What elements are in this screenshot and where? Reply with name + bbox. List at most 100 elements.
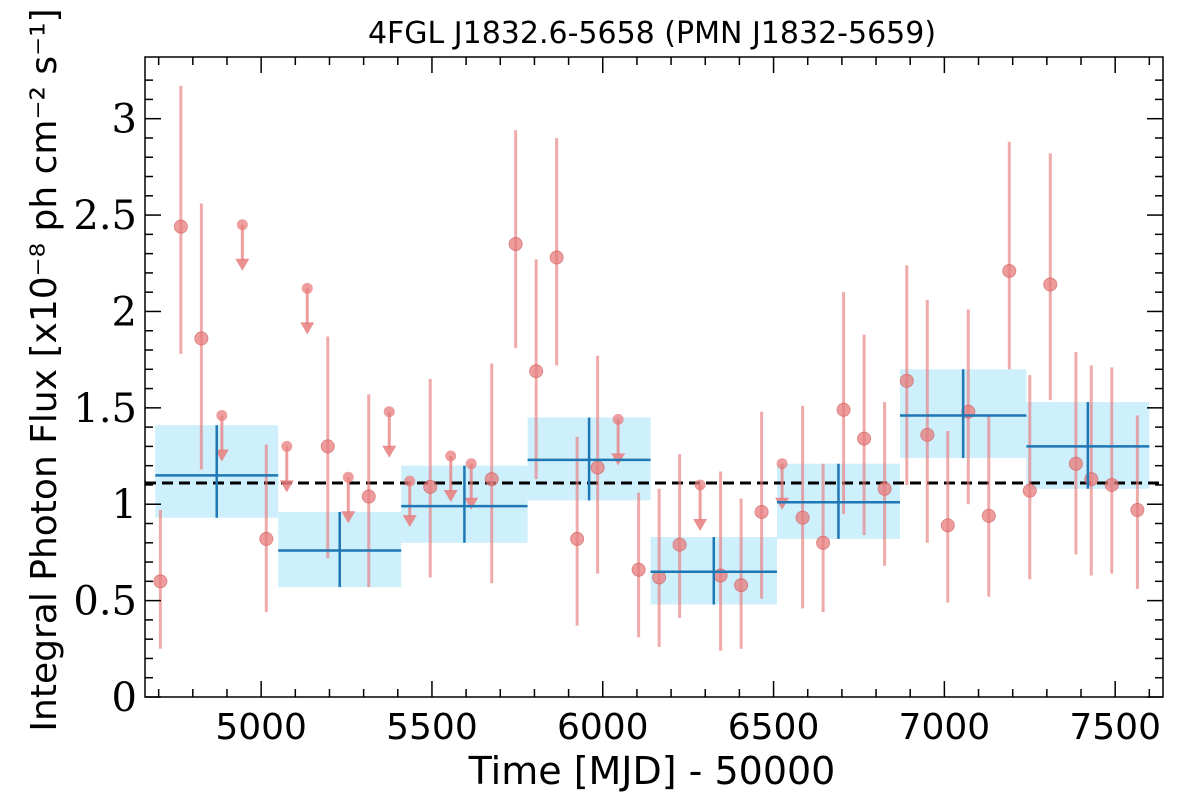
upper-limit-arrow — [693, 518, 708, 531]
detection-point-7 — [484, 363, 499, 584]
upper-limit-8 — [464, 458, 479, 510]
x-tick-label: 6500 — [728, 707, 820, 748]
detection-marker — [320, 439, 335, 454]
upper-limit-arrow — [443, 490, 458, 503]
detection-marker — [1043, 277, 1058, 292]
detection-marker — [484, 472, 499, 487]
detection-point-4 — [320, 336, 335, 559]
upper-limits-layer — [214, 219, 790, 531]
y-tick-label: 1 — [112, 482, 137, 528]
upper-limit-arrow — [775, 497, 790, 510]
detection-point-15 — [672, 454, 687, 618]
x-tick-label: 5500 — [386, 707, 478, 748]
detection-point-13 — [631, 492, 646, 638]
upper-limit-1 — [235, 219, 250, 271]
binned-cross-3 — [527, 417, 651, 501]
detection-point-18 — [754, 411, 769, 599]
upper-limit-arrow — [402, 515, 417, 528]
detection-point-26 — [940, 430, 955, 603]
detection-point-20 — [816, 463, 831, 613]
detection-marker — [529, 364, 544, 379]
detection-marker — [816, 535, 831, 550]
detection-marker — [981, 508, 996, 523]
detection-marker — [631, 562, 646, 577]
detection-point-3 — [259, 444, 274, 613]
detection-point-23 — [877, 402, 892, 566]
detection-marker — [754, 504, 769, 519]
detections-layer — [153, 85, 1145, 651]
detection-marker — [508, 236, 523, 251]
detection-marker — [549, 250, 564, 265]
x-tick-label: 7000 — [899, 707, 991, 748]
detection-marker — [920, 427, 935, 442]
detection-point-2 — [194, 203, 209, 470]
upper-limit-arrow — [464, 497, 479, 510]
detection-point-21 — [836, 292, 851, 514]
y-tick-label: 1.5 — [73, 386, 137, 432]
detection-point-17 — [734, 498, 749, 649]
detection-marker — [1104, 477, 1119, 492]
x-tick-label: 5000 — [215, 707, 307, 748]
detection-marker — [795, 510, 810, 525]
detection-marker — [836, 402, 851, 417]
detection-marker — [857, 431, 872, 446]
y-tick-label: 2.5 — [73, 193, 137, 239]
upper-limit-arrow — [214, 449, 229, 462]
binned-cross-5 — [776, 463, 900, 539]
detection-marker — [899, 373, 914, 388]
detection-point-32 — [1068, 351, 1083, 555]
detection-point-10 — [549, 137, 564, 366]
detection-marker — [194, 331, 209, 346]
axes-layer: 5000 5500 6000 6500 7000 7500 0 0.5 1 1.5 2 2.5 3 — [73, 56, 1164, 748]
upper-limit-5 — [382, 406, 397, 458]
chart-title: 4FGL J1832.6-5658 (PMN J1832-5659) — [368, 16, 936, 51]
upper-limit-arrow — [382, 445, 397, 458]
x-axis-label: Time [MJD] - 50000 — [468, 749, 836, 793]
detection-point-9 — [529, 259, 544, 480]
upper-limit-7 — [443, 450, 458, 503]
upper-limit-6 — [402, 475, 417, 528]
detection-point-31 — [1043, 153, 1058, 401]
detection-point-8 — [508, 130, 523, 349]
detection-point-5 — [361, 394, 376, 588]
detection-point-30 — [1022, 375, 1037, 580]
detection-marker — [1130, 503, 1145, 518]
detection-marker — [173, 219, 188, 234]
detection-marker — [259, 531, 274, 546]
upper-limit-3 — [300, 282, 315, 335]
upper-limit-arrow — [300, 322, 315, 335]
x-tick-label: 7500 — [1069, 707, 1161, 748]
binned-cross-7 — [1026, 402, 1150, 489]
detection-point-19 — [795, 405, 810, 609]
y-tick-label: 0.5 — [73, 579, 137, 625]
detection-marker — [361, 489, 376, 504]
detection-marker — [734, 578, 749, 593]
detection-point-12 — [590, 355, 605, 574]
y-tick-label: 3 — [112, 97, 137, 143]
detection-point-35 — [1130, 415, 1145, 590]
upper-limit-0 — [214, 410, 229, 462]
upper-limit-arrow — [235, 258, 250, 271]
detection-point-1 — [173, 85, 188, 354]
binned-cross-0 — [155, 425, 279, 518]
detection-marker — [590, 460, 605, 475]
detection-marker — [1068, 456, 1083, 471]
detection-marker — [153, 574, 168, 589]
detection-point-25 — [920, 299, 935, 543]
detection-marker — [423, 479, 438, 494]
binned-flux-layer — [155, 369, 1150, 605]
upper-limit-11 — [775, 458, 790, 510]
detection-point-0 — [153, 510, 168, 649]
y-tick-label: 0 — [112, 675, 137, 721]
binned-cross-4 — [650, 537, 777, 605]
detection-marker — [570, 531, 585, 546]
detection-marker — [1022, 483, 1037, 498]
detection-marker — [672, 537, 687, 552]
upper-limit-4 — [341, 471, 356, 524]
upper-limit-arrow — [279, 480, 294, 493]
x-tick-label: 6000 — [557, 707, 649, 748]
detection-point-24 — [899, 265, 914, 485]
detection-point-29 — [1002, 141, 1017, 370]
binned-cross-6 — [899, 369, 1027, 458]
